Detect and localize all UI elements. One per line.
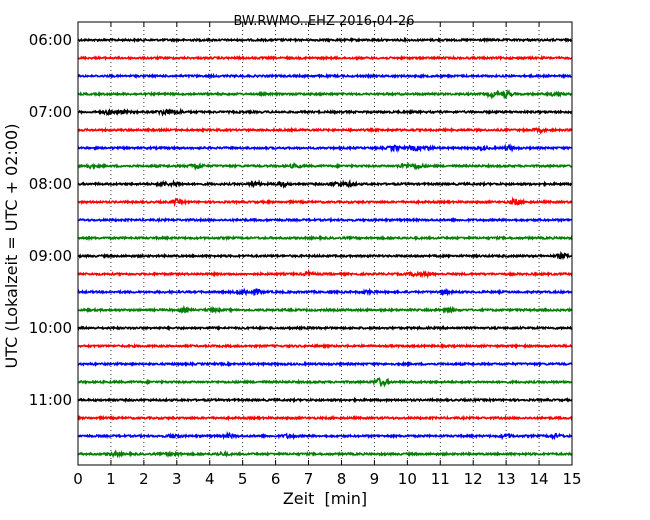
- trace-0945: [77, 305, 573, 315]
- x-tick-label-12: 12: [464, 470, 483, 488]
- x-tick-label-13: 13: [497, 470, 516, 488]
- x-tick-label-14: 14: [530, 470, 549, 488]
- trace-0830: [77, 216, 573, 224]
- trace-0900: [77, 251, 573, 261]
- trace-0630: [77, 72, 573, 80]
- trace-1130: [77, 430, 573, 441]
- x-tick-label-8: 8: [337, 470, 347, 488]
- trace-0645: [77, 88, 573, 100]
- x-tick-label-15: 15: [562, 470, 581, 488]
- seismogram-traces: [77, 36, 573, 459]
- trace-1000: [77, 324, 573, 332]
- x-tick-label-5: 5: [238, 470, 248, 488]
- y-axis-ticks: 06:00 07:00 08:00 09:00 10:00 11:00: [29, 31, 572, 409]
- y-tick-label-4: 10:00: [29, 319, 72, 337]
- trace-0930: [77, 287, 573, 297]
- trace-1100: [77, 396, 573, 404]
- trace-1015: [77, 342, 573, 350]
- x-tick-label-3: 3: [172, 470, 182, 488]
- plot-frame: [77, 21, 573, 466]
- trace-1030: [77, 360, 573, 368]
- x-tick-label-1: 1: [106, 470, 116, 488]
- x-tick-label-0: 0: [73, 470, 83, 488]
- y-tick-label-0: 06:00: [29, 31, 72, 49]
- trace-0730: [77, 143, 573, 154]
- trace-0745: [77, 162, 573, 172]
- x-axis-label: Zeit [min]: [283, 489, 367, 508]
- y-tick-label-5: 11:00: [29, 391, 72, 409]
- y-tick-label-3: 09:00: [29, 247, 72, 265]
- x-axis-ticks: 0 1 2 3 4 5 6 7 8 9 10 11 12 13 14 15: [73, 22, 582, 488]
- x-tick-label-4: 4: [205, 470, 215, 488]
- trace-0815: [77, 196, 573, 208]
- trace-0700: [77, 107, 573, 117]
- x-tick-label-11: 11: [431, 470, 450, 488]
- y-tick-label-1: 07:00: [29, 103, 72, 121]
- trace-0915: [77, 268, 573, 280]
- y-axis-label: UTC (Lokalzeit = UTC + 02:00): [2, 124, 21, 369]
- trace-0600: [77, 36, 573, 44]
- y-tick-label-2: 08:00: [29, 175, 72, 193]
- x-tick-label-9: 9: [370, 470, 380, 488]
- trace-0715: [77, 126, 573, 135]
- trace-0845: [77, 234, 573, 242]
- x-tick-label-2: 2: [139, 470, 149, 488]
- x-tick-label-7: 7: [304, 470, 314, 488]
- trace-0615: [77, 54, 573, 62]
- trace-1115: [77, 414, 573, 422]
- trace-1145: [77, 448, 573, 459]
- trace-1045: [77, 377, 573, 388]
- x-tick-label-10: 10: [398, 470, 417, 488]
- trace-0800: [77, 178, 573, 189]
- x-tick-label-6: 6: [271, 470, 281, 488]
